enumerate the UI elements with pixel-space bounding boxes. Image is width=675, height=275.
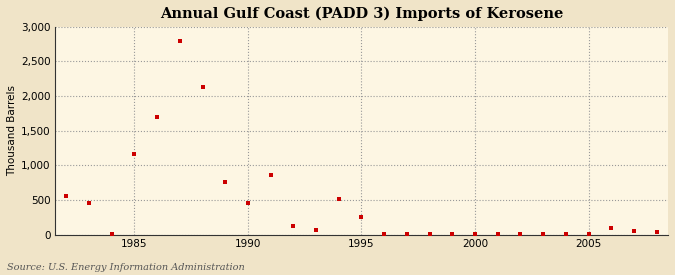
Point [560,232,571,236]
Point [515,232,526,236]
Point [424,232,435,236]
Point [379,232,389,236]
Point [333,196,344,201]
Point [220,180,231,184]
Point [106,232,117,236]
Point [356,214,367,219]
Point [310,228,321,232]
Point [492,232,503,236]
Point [628,229,639,233]
Point [402,232,412,236]
Point [288,223,299,228]
Point [606,226,617,230]
Point [152,115,163,119]
Point [538,232,549,236]
Point [197,85,208,89]
Point [61,194,72,198]
Text: Source: U.S. Energy Information Administration: Source: U.S. Energy Information Administ… [7,263,244,272]
Point [583,232,594,236]
Point [447,232,458,236]
Point [129,152,140,156]
Y-axis label: Thousand Barrels: Thousand Barrels [7,85,17,176]
Title: Annual Gulf Coast (PADD 3) Imports of Kerosene: Annual Gulf Coast (PADD 3) Imports of Ke… [160,7,563,21]
Point [84,200,95,205]
Point [265,173,276,177]
Point [651,230,662,234]
Point [242,201,253,206]
Point [470,232,481,236]
Point [174,38,185,43]
